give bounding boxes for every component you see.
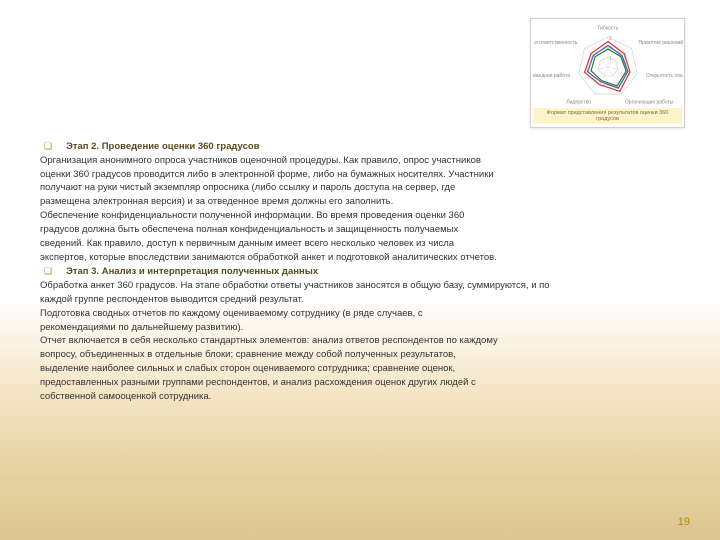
svg-text:Командная работа: Командная работа bbox=[533, 73, 570, 79]
stage3-p4: рекомендациями по дальнейшему развитию). bbox=[40, 322, 680, 335]
stage3-p3: Подготовка сводных отчетов по каждому оц… bbox=[40, 308, 680, 321]
stage2-p6: градусов должна быть обеспечена полная к… bbox=[40, 224, 680, 237]
stage2-p7: сведений. Как правило, доступ к первичны… bbox=[40, 238, 680, 251]
radar-chart: 123ГибкостьПринятие решенийОткрытость оп… bbox=[533, 23, 683, 111]
stage2-p8: экспертов, которые впоследствии занимают… bbox=[40, 252, 680, 265]
stage2-title: Этап 2. Проведение оценки 360 градусов bbox=[66, 141, 259, 154]
stage2-heading-line: ❑ Этап 2. Проведение оценки 360 градусов bbox=[40, 140, 680, 154]
svg-text:3: 3 bbox=[609, 36, 612, 42]
stage2-p3: получают на руки чистый экземпляр опросн… bbox=[40, 182, 680, 195]
stage2-p2: оценки 360 градусов проводится либо в эл… bbox=[40, 169, 680, 182]
stage3-p1: Обработка анкет 360 градусов. На этапе о… bbox=[40, 280, 680, 293]
svg-text:Организация работы: Организация работы bbox=[624, 99, 673, 105]
stage2-p1: Организация анонимного опроса участников… bbox=[40, 155, 680, 168]
slide-content: ❑ Этап 2. Проведение оценки 360 градусов… bbox=[40, 140, 680, 404]
svg-text:Принятие решений: Принятие решений bbox=[638, 39, 683, 46]
svg-text:Открытость опыту: Открытость опыту bbox=[646, 73, 683, 79]
stage3-title: Этап 3. Анализ и интерпретация полученны… bbox=[66, 266, 318, 279]
stage3-p2: каждой группе респондентов выводится сре… bbox=[40, 294, 680, 307]
page-number: 19 bbox=[678, 516, 690, 528]
svg-text:Гибкость: Гибкость bbox=[597, 25, 618, 31]
radar-chart-box: 123ГибкостьПринятие решенийОткрытость оп… bbox=[530, 18, 685, 128]
stage2-p5: Обеспечение конфиденциальности полученно… bbox=[40, 210, 680, 223]
bullet-icon: ❑ bbox=[44, 140, 52, 152]
chart-caption: Формат представления результатов оценки … bbox=[533, 108, 682, 124]
stage3-p7: выделение наиболее сильных и слабых стор… bbox=[40, 363, 680, 376]
stage3-p6: вопросу, объединенных в отдельные блоки;… bbox=[40, 349, 680, 362]
svg-text:1: 1 bbox=[609, 56, 612, 62]
svg-text:Аналитика и ответственность: Аналитика и ответственность bbox=[533, 40, 578, 46]
stage2-p4: размещена электронная версия) и за отвед… bbox=[40, 196, 680, 209]
bullet-icon: ❑ bbox=[44, 265, 52, 277]
svg-text:Лидерство: Лидерство bbox=[566, 99, 591, 105]
stage3-p8: предоставленных разными группами респонд… bbox=[40, 377, 680, 390]
stage3-heading-line: ❑ Этап 3. Анализ и интерпретация получен… bbox=[40, 265, 680, 279]
stage3-p5: Отчет включается в себя несколько станда… bbox=[40, 335, 680, 348]
stage3-p9: собственной самооценкой сотрудника. bbox=[40, 391, 680, 404]
